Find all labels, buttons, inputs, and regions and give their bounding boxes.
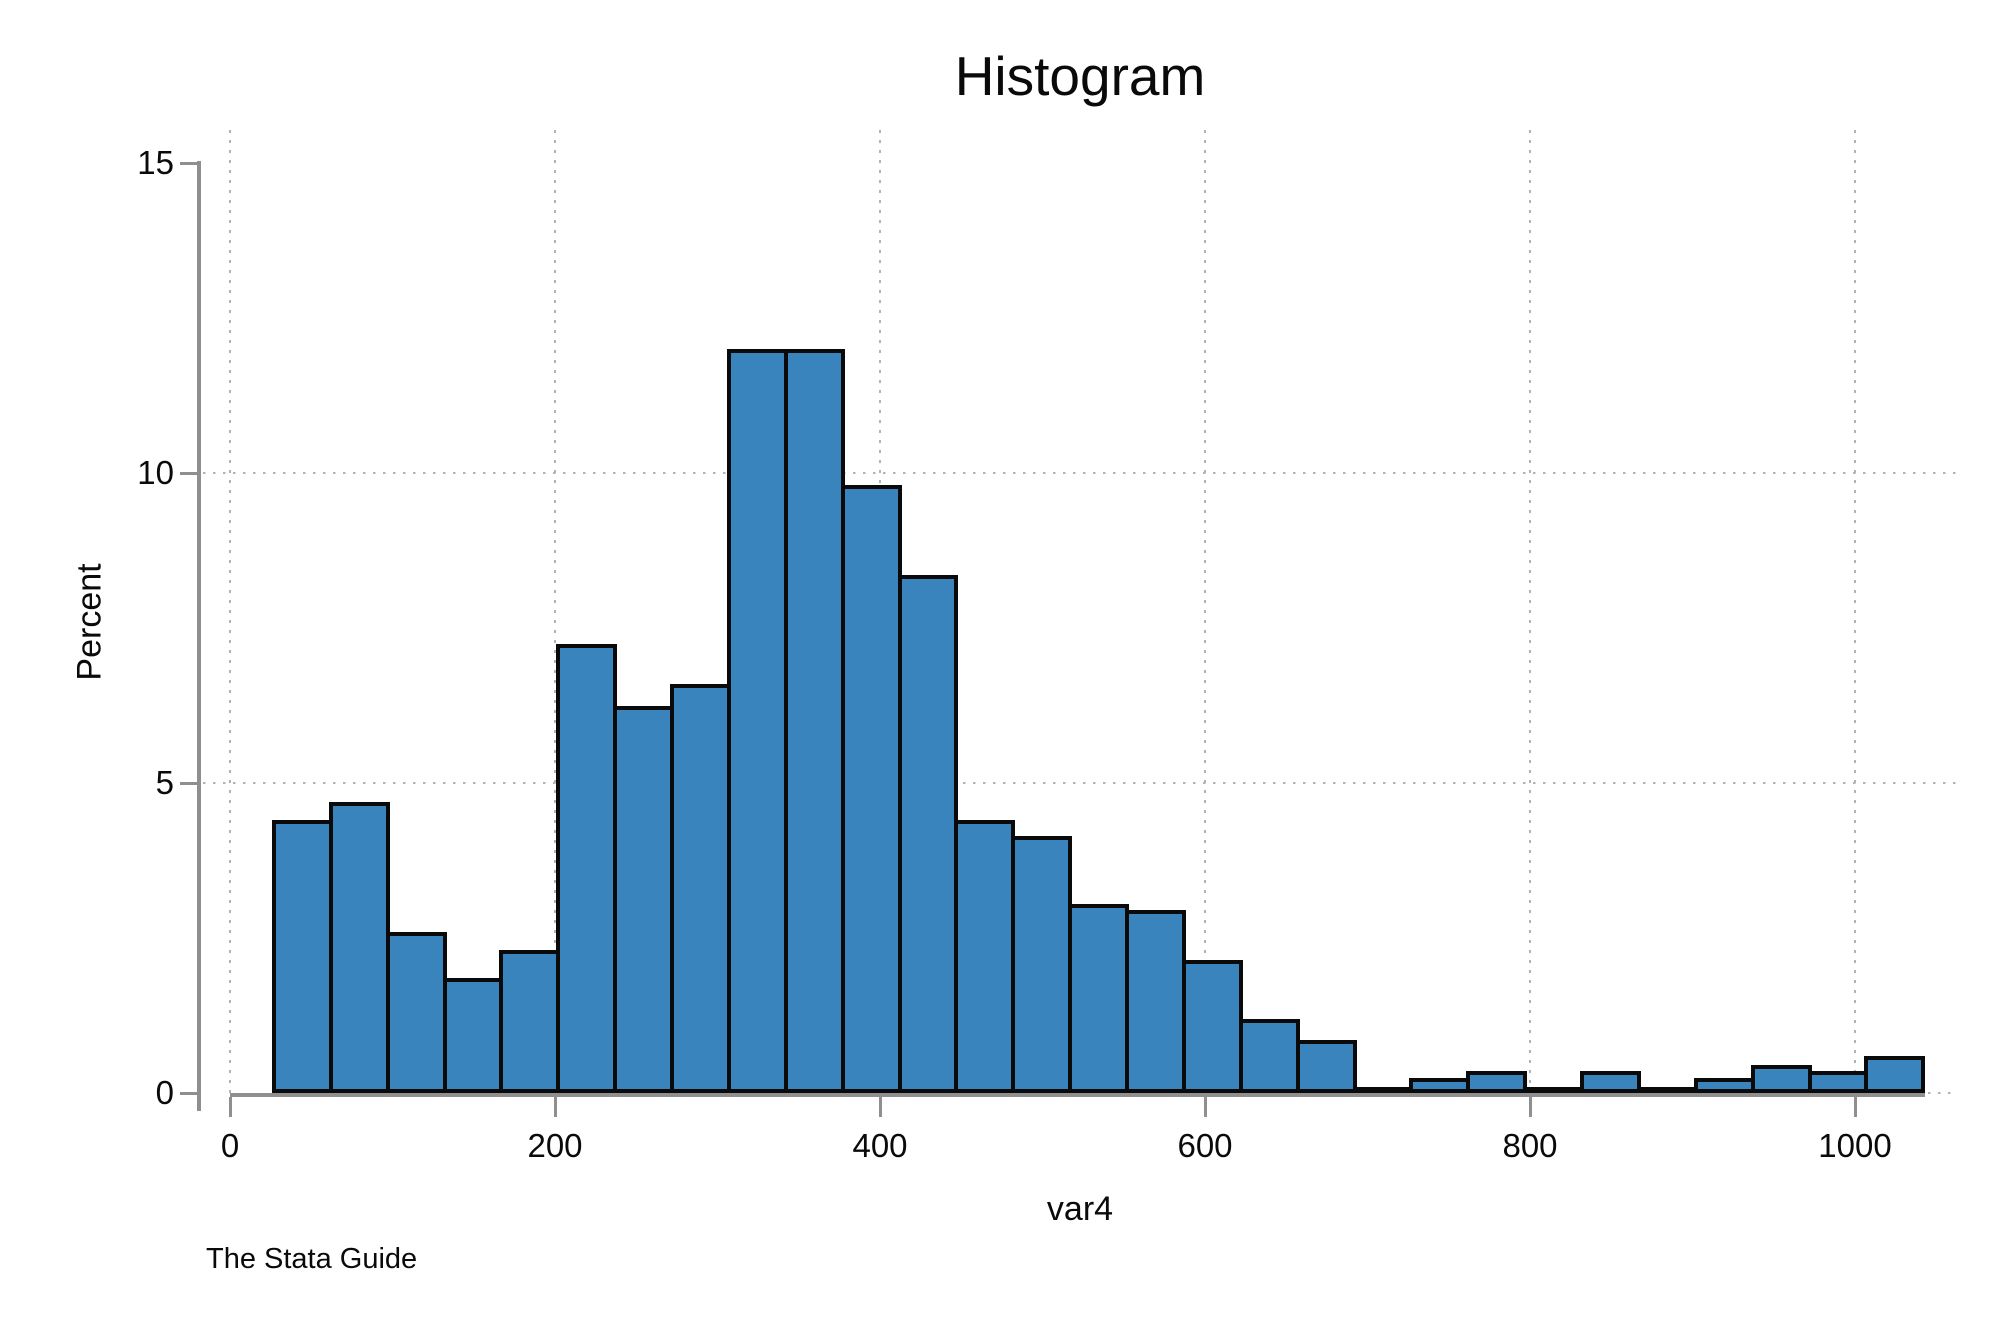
gridline-x-200 (554, 130, 556, 1093)
gridline-x-800 (1529, 130, 1531, 1093)
x-tick-200 (553, 1097, 557, 1117)
chart-title: Histogram (954, 45, 1206, 107)
histogram-bar (442, 978, 504, 1093)
x-tick-label-1000: 1000 (1818, 1127, 1892, 1164)
histogram-bar (783, 349, 845, 1093)
histogram-bar (1580, 1071, 1641, 1093)
histogram-bar (613, 705, 674, 1093)
gridline-x-600 (1204, 130, 1206, 1093)
y-tick-15 (180, 161, 198, 165)
histogram-bar (1807, 1071, 1869, 1093)
y-axis-line (197, 161, 201, 1111)
histogram-bar (954, 820, 1016, 1093)
histogram-bar (556, 643, 618, 1093)
y-tick-10 (180, 471, 198, 475)
histogram-bar (271, 820, 333, 1093)
x-tick-400 (878, 1097, 882, 1117)
histogram-bar (1466, 1071, 1528, 1093)
x-axis-title: var4 (1046, 1190, 1114, 1228)
y-tick-5 (180, 781, 198, 785)
histogram-bar (499, 950, 561, 1093)
histogram-bar (897, 575, 959, 1093)
y-tick-label-0: 0 (155, 1074, 174, 1111)
histogram-bar (1864, 1055, 1926, 1093)
x-axis-line (230, 1093, 1925, 1097)
gridline-y-10 (203, 472, 1958, 474)
x-tick-0 (228, 1097, 232, 1117)
x-tick-label-200: 200 (527, 1127, 583, 1164)
histogram-bar (1181, 959, 1243, 1093)
histogram-bar (670, 683, 731, 1093)
gridline-y-0-stub (1928, 1092, 1958, 1094)
gridline-y-5 (203, 782, 1958, 784)
y-tick-0 (180, 1091, 198, 1095)
histogram-bar (385, 931, 447, 1093)
histogram-bar (1068, 903, 1129, 1093)
histogram-bar (726, 349, 788, 1093)
histogram-bar (1011, 835, 1073, 1093)
x-tick-label-600: 600 (1177, 1127, 1233, 1164)
gridline-x-0 (229, 130, 231, 1093)
y-tick-label-15: 15 (137, 144, 174, 181)
histogram-bar (840, 485, 902, 1093)
x-tick-600 (1203, 1097, 1207, 1117)
gridline-x-1000 (1854, 130, 1856, 1093)
y-tick-label-10: 10 (137, 454, 174, 491)
histogram-bar (1238, 1018, 1300, 1093)
histogram-bar (1295, 1040, 1357, 1093)
histogram-bar (1409, 1077, 1471, 1093)
x-tick-label-800: 800 (1502, 1127, 1558, 1164)
histogram-bar (328, 801, 390, 1093)
y-axis-title: Percent (70, 563, 109, 681)
y-tick-label-5: 5 (155, 764, 174, 801)
histogram-bar (1750, 1065, 1812, 1093)
x-tick-800 (1528, 1097, 1532, 1117)
x-tick-label-400: 400 (852, 1127, 908, 1164)
histogram-bar (1125, 910, 1186, 1093)
x-tick-label-0: 0 (220, 1127, 240, 1164)
x-tick-1000 (1853, 1097, 1857, 1117)
caption: The Stata Guide (206, 1243, 418, 1275)
histogram-bar (1693, 1077, 1755, 1093)
